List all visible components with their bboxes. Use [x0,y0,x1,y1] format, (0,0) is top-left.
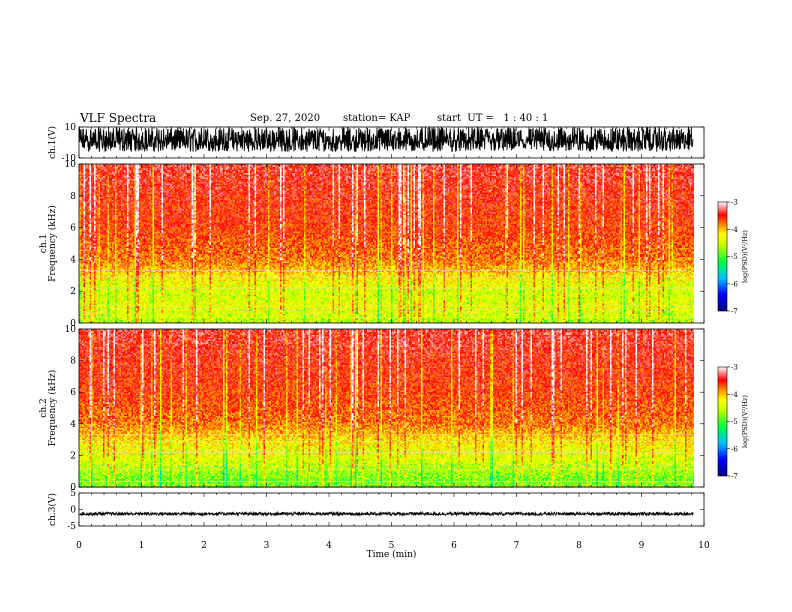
y-tick-label: 4 [70,255,76,265]
y-tick-label: 0 [70,506,76,516]
y-axis-label: Frequency (kHz) [47,205,58,282]
colorbar-tick-label: -4 [731,226,738,234]
colorbar-tick-label: -3 [731,199,738,207]
y-tick-label: 4 [70,420,76,430]
y-tick-label: 5 [70,489,76,499]
date-label: Sep. 27, 2020 [250,113,320,124]
y-axis-label: ch.3(V) [47,493,58,526]
colorbar-tick-label: -5 [731,418,738,426]
ch2-spectrogram-cells [79,329,694,488]
vlf-spectra-figure: 10-10ch.1(V)0246810ch.1 Frequency (kHz)02… [0,0,792,612]
x-tick-label: 2 [201,541,207,551]
x-tick-label: 10 [698,541,710,551]
colorbar-tick-label: -6 [731,280,738,288]
colorbar-label: log(PSD)(V²/Hz) [741,395,749,448]
y-tick-label: 2 [70,451,76,461]
y-tick-label: 8 [70,357,76,367]
y-tick-label: 6 [70,224,76,234]
colorbar-tick-label: -7 [731,308,738,316]
ch1-colorbar [718,202,727,311]
colorbar-tick-label: -5 [731,253,738,261]
x-axis-label: Time (min) [367,549,417,560]
panel-frame-3 [79,493,704,526]
x-tick-label: 0 [76,541,82,551]
ch3-waveform-line [79,512,693,515]
station-label: station= KAP [343,113,410,124]
x-tick-label: 4 [326,541,332,551]
ch1-waveform-line [79,127,693,152]
chart-title: VLF Spectra [80,111,156,125]
y-tick-label: 10 [65,325,77,335]
y-axis-label: ch.1(V) [47,126,58,159]
colorbar-tick-label: -7 [731,473,738,481]
colorbar-label: log(PSD)(V²/Hz) [741,230,749,283]
y-tick-label: 10 [65,160,77,170]
y-tick-label: 10 [65,123,77,133]
start-time-label: start UT = 1 : 40 : 1 [437,113,548,124]
x-tick-label: 8 [576,541,582,551]
y-tick-label: 2 [70,287,76,297]
x-tick-label: 6 [451,541,457,551]
colorbar-tick-label: -4 [731,391,738,399]
x-tick-label: 9 [639,541,645,551]
colorbar-tick-label: -3 [731,364,738,372]
y-tick-label: 8 [70,192,76,202]
x-tick-label: 3 [264,541,270,551]
x-tick-label: 7 [514,541,520,551]
ch2-colorbar [718,367,727,476]
colorbar-tick-label: -6 [731,445,738,453]
x-tick-label: 1 [139,541,145,551]
y-tick-label: 6 [70,388,76,398]
y-axis-label: Frequency (kHz) [47,370,58,447]
ch1-spectrogram-cells [79,164,694,323]
y-tick-label: -5 [67,522,76,532]
